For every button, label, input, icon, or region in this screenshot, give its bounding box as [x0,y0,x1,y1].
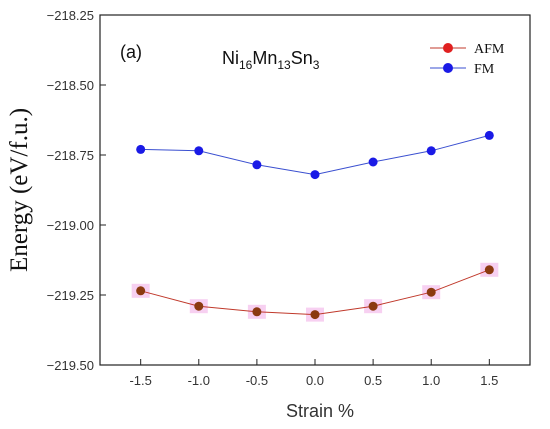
compound-formula: Ni16Mn13Sn3 [222,48,320,72]
data-point-fm [310,170,320,180]
x-tick-label: -1.0 [188,373,210,388]
formula-element: Mn [252,48,277,68]
data-point-fm [426,146,436,156]
x-axis-title: Strain % [286,401,354,421]
x-tick-label: 1.0 [422,373,440,388]
data-point-afm [426,287,436,297]
formula-subscript: 16 [239,58,253,72]
legend-label: FM [474,62,495,77]
data-point-fm [484,130,494,140]
y-tick-label: −218.75 [47,148,94,163]
data-point-afm [368,301,378,311]
series-fm [136,130,494,180]
y-axis-ticks: −218.25 −218.50 −218.75 −219.00 −219.25 −219.… [47,8,106,373]
data-point-fm [368,157,378,167]
x-tick-label: 1.5 [480,373,498,388]
formula-subscript: 3 [313,58,320,72]
y-axis-title: Energy (eV/f.u.) [6,108,33,272]
data-point-afm [310,310,320,320]
x-axis-ticks: -1.5 -1.0 -0.5 0.0 0.5 1.0 1.5 [129,359,498,388]
x-tick-label: -0.5 [246,373,268,388]
y-tick-label: −218.25 [47,8,94,23]
legend-label: AFM [474,42,505,57]
series-line-fm [140,134,490,176]
series-afm [131,262,499,322]
legend-item-afm: AFM [430,42,505,57]
data-point-fm [194,146,204,156]
legend: AFM FM [430,42,505,77]
formula-element: Sn [291,48,313,68]
legend-item-fm: FM [430,62,495,77]
x-tick-label: -1.5 [129,373,151,388]
data-point-afm [136,286,146,296]
legend-marker [443,43,453,53]
data-point-afm [252,307,262,317]
data-point-fm [136,144,146,154]
data-point-fm [252,160,262,170]
legend-marker [443,63,453,73]
y-tick-label: −219.00 [47,218,94,233]
x-tick-label: 0.5 [364,373,382,388]
y-tick-label: −219.50 [47,358,94,373]
series-layer [131,130,499,322]
y-tick-label: −219.25 [47,288,94,303]
data-point-afm [194,301,204,311]
panel-label: (a) [120,42,142,62]
x-tick-label: 0.0 [306,373,324,388]
y-tick-label: −218.50 [47,78,94,93]
formula-subscript: 13 [277,58,291,72]
formula-element: Ni [222,48,239,68]
data-point-afm [484,265,494,275]
